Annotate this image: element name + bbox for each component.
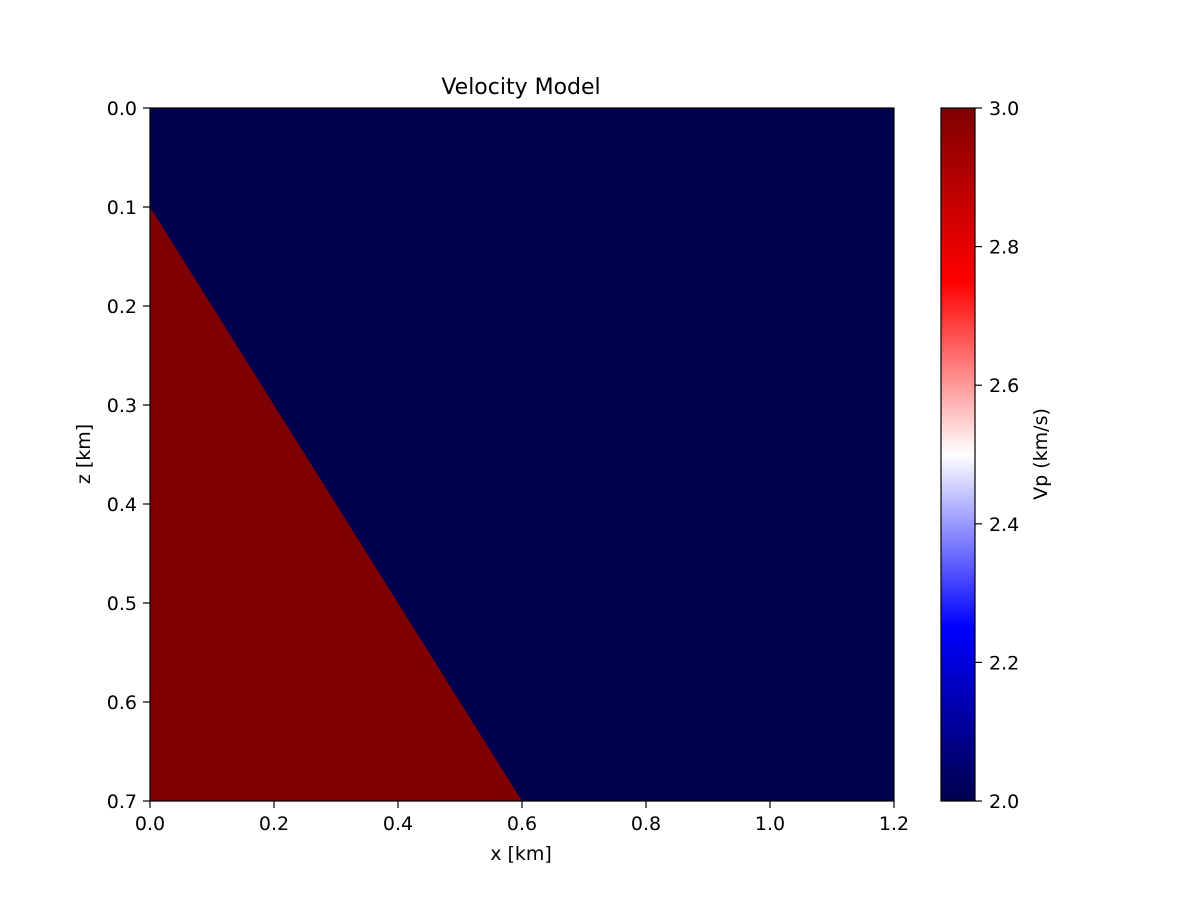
colorbar-tick-label: 2.8 — [989, 237, 1019, 259]
y-tick-label: 0.3 — [107, 395, 137, 417]
high-velocity-wedge — [150, 207, 522, 801]
x-tick-label: 1.0 — [755, 813, 785, 835]
colorbar-tick-label: 2.2 — [989, 652, 1019, 674]
x-tick-label: 0.2 — [259, 813, 289, 835]
y-axis-label: z [km] — [73, 424, 95, 484]
x-tick-label: 0.8 — [631, 813, 661, 835]
colorbar-tick-label: 2.6 — [989, 375, 1019, 397]
plot-area — [149, 107, 895, 802]
x-tick-label: 0.6 — [507, 813, 537, 835]
colorbar-ticks: 2.0 2.2 2.4 2.6 2.8 3.0 — [975, 98, 1019, 813]
colorbar-gradient — [940, 107, 976, 802]
y-tick-label: 0.0 — [107, 98, 137, 120]
y-tick-label: 0.4 — [107, 494, 137, 516]
x-axis-label: x [km] — [490, 843, 552, 865]
y-tick-label: 0.7 — [107, 791, 137, 813]
x-tick-label: 0.0 — [135, 813, 165, 835]
x-tick-label: 1.2 — [879, 813, 909, 835]
y-tick-label: 0.2 — [107, 296, 137, 318]
y-tick-label: 0.5 — [107, 593, 137, 615]
x-axis-ticks: 0.0 0.2 0.4 0.6 0.8 1.0 1.2 — [135, 801, 909, 835]
y-tick-label: 0.1 — [107, 197, 137, 219]
colorbar-tick-label: 3.0 — [989, 98, 1019, 120]
y-axis-ticks: 0.0 0.1 0.2 0.3 0.4 0.5 0.6 0.7 — [107, 98, 150, 813]
colorbar-tick-label: 2.4 — [989, 514, 1019, 536]
colorbar: 2.0 2.2 2.4 2.6 2.8 3.0 Vp (km/s) — [940, 98, 1052, 813]
x-tick-label: 0.4 — [383, 813, 413, 835]
y-tick-label: 0.6 — [107, 692, 137, 714]
colorbar-tick-label: 2.0 — [989, 791, 1019, 813]
colorbar-label: Vp (km/s) — [1030, 408, 1052, 500]
chart-title: Velocity Model — [441, 75, 600, 100]
